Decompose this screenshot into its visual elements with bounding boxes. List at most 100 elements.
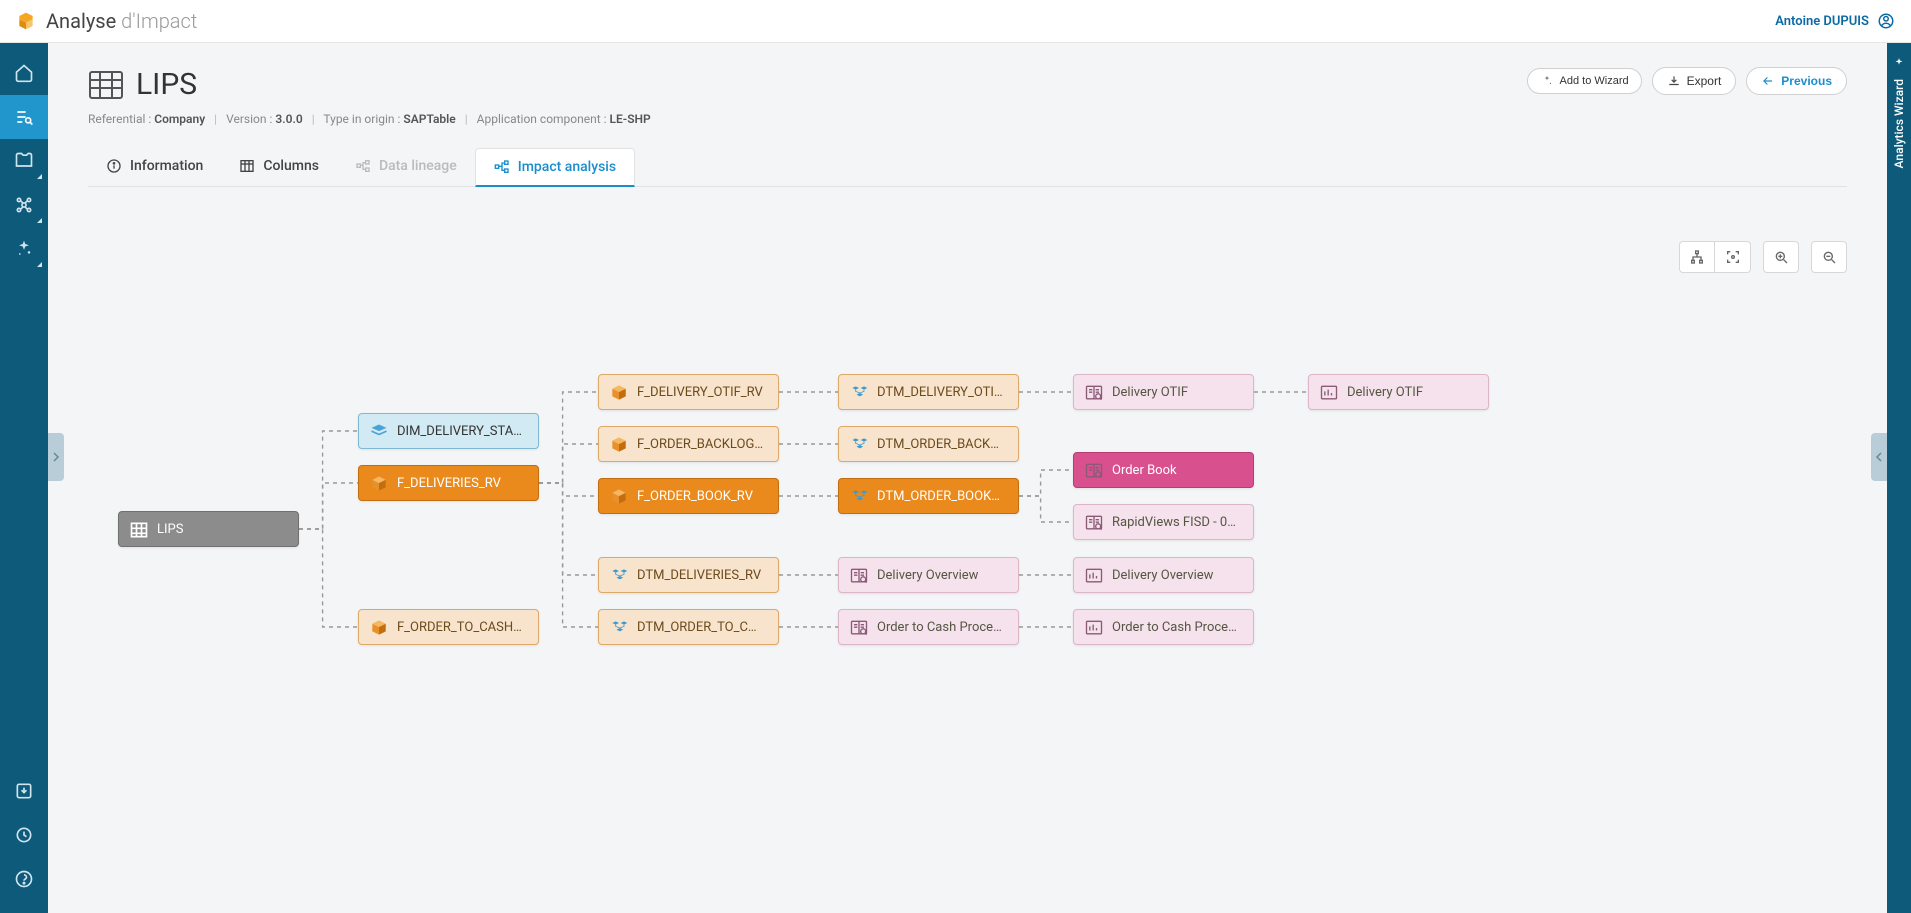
nav-refresh[interactable] [0,813,48,857]
graph-node-ordbook[interactable]: Order Book [1073,452,1254,488]
left-sidebar [0,43,48,913]
button-label: Previous [1781,74,1832,88]
arrow-left-icon [1761,74,1775,88]
page-header: LIPS Add to Wizard Export Previous [88,67,1847,102]
node-label: RapidViews FISD - 0… [1112,515,1236,530]
graph-node-fordbk[interactable]: F_ORDER_BOOK_RV [598,478,779,514]
node-label: Delivery OTIF [1112,385,1188,400]
graph-node-o2cproc2[interactable]: Order to Cash Proce… [1073,609,1254,645]
previous-button[interactable]: Previous [1746,67,1847,95]
nav-graph[interactable] [0,183,48,227]
lineage-icon [355,158,371,174]
nav-import[interactable] [0,769,48,813]
graph-node-delotif2[interactable]: Delivery OTIF [1308,374,1489,410]
node-label: Order to Cash Proce… [877,620,1002,635]
nav-catalog[interactable] [0,139,48,183]
model-icon [849,487,869,505]
graph-node-lips[interactable]: LIPS [118,511,299,547]
node-label: F_DELIVERIES_RV [397,476,501,491]
node-label: Order Book [1112,463,1177,478]
graph-node-fordbl[interactable]: F_ORDER_BACKLOG… [598,426,779,462]
cube-icon [369,618,389,636]
graph-node-fo2c[interactable]: F_ORDER_TO_CASH… [358,609,539,645]
graph-node-fdeliv[interactable]: F_DELIVERIES_RV [358,465,539,501]
download-icon [1667,74,1681,88]
top-header: Analyse d'Impact Antoine DUPUIS [0,0,1911,43]
user-profile-icon[interactable] [1877,12,1895,30]
app-title: Analyse d'Impact [46,9,197,33]
graph-canvas[interactable]: LIPS DIM_DELIVERY_STA… F_DELIVERIES_RV F_OR… [88,231,1847,913]
app-title-sub: d'Impact [116,9,197,33]
meta-component-value: LE-SHP [610,112,651,126]
report-icon [1084,461,1104,479]
sparkle-icon [1540,74,1554,88]
tab-label: Data lineage [379,158,457,174]
table-icon [129,520,149,538]
expand-arrow-icon [37,174,42,179]
info-icon [106,158,122,174]
node-label: F_ORDER_BACKLOG… [637,437,763,452]
dash-icon [1084,618,1104,636]
graph-node-dtmdelotif[interactable]: DTM_DELIVERY_OTI… [838,374,1019,410]
graph-node-dtmordbl[interactable]: DTM_ORDER_BACK… [838,426,1019,462]
cube-icon [609,435,629,453]
model-icon [849,435,869,453]
graph-node-dtmo2c[interactable]: DTM_ORDER_TO_C… [598,609,779,645]
graph-node-rapidv[interactable]: RapidViews FISD - 0… [1073,504,1254,540]
graph-node-fdelotif[interactable]: F_DELIVERY_OTIF_RV [598,374,779,410]
report-icon [849,618,869,636]
cube-icon [369,474,389,492]
graph-node-delov2[interactable]: Delivery Overview [1073,557,1254,593]
node-label: Delivery OTIF [1347,385,1423,400]
graph-node-dimdel[interactable]: DIM_DELIVERY_STA… [358,413,539,449]
wizard-sparkle-icon [1892,57,1906,71]
nav-home[interactable] [0,51,48,95]
nav-help[interactable] [0,857,48,901]
right-expand-handle[interactable] [1871,433,1887,481]
nav-search[interactable] [0,95,48,139]
tab-impact-analysis[interactable]: Impact analysis [475,148,635,187]
graph-node-delov[interactable]: Delivery Overview [838,557,1019,593]
user-name[interactable]: Antoine DUPUIS [1775,14,1869,29]
nav-ai[interactable] [0,227,48,271]
report-icon [849,566,869,584]
cube-icon [609,383,629,401]
node-label: DTM_ORDER_TO_C… [637,620,757,635]
impact-icon [494,159,510,175]
graph-edges [88,231,1588,831]
graph-node-dtmdel[interactable]: DTM_DELIVERIES_RV [598,557,779,593]
tab-information[interactable]: Information [88,148,221,186]
node-label: Delivery Overview [877,568,978,583]
graph-node-o2cproc[interactable]: Order to Cash Proce… [838,609,1019,645]
meta-version-value: 3.0.0 [275,112,302,126]
tab-label: Information [130,158,203,174]
node-label: DTM_DELIVERY_OTI… [877,385,1003,400]
left-expand-handle[interactable] [48,433,64,481]
node-label: DTM_DELIVERIES_RV [637,568,761,583]
meta-type-value: SAPTable [403,112,455,126]
button-label: Add to Wizard [1560,75,1629,87]
main-content: LIPS Add to Wizard Export Previous Refer… [48,43,1887,913]
table-icon [88,70,124,100]
layers-icon [369,422,389,440]
meta-component-label: Application component : [477,112,610,126]
graph-node-delotif1[interactable]: Delivery OTIF [1073,374,1254,410]
cube-icon [609,487,629,505]
model-icon [609,618,629,636]
tab-columns[interactable]: Columns [221,148,337,186]
meta-line: Referential : Company | Version : 3.0.0 … [88,112,1847,126]
meta-version-label: Version : [226,112,275,126]
add-to-wizard-button[interactable]: Add to Wizard [1527,68,1642,94]
export-button[interactable]: Export [1652,67,1737,95]
graph-node-dtmordbk[interactable]: DTM_ORDER_BOOK… [838,478,1019,514]
tab-label: Columns [263,158,319,174]
node-label: F_DELIVERY_OTIF_RV [637,385,763,400]
analytics-wizard-label[interactable]: Analytics Wizard [1892,79,1906,168]
app-title-main: Analyse [46,9,116,33]
model-icon [849,383,869,401]
dash-icon [1319,383,1339,401]
right-sidebar: Analytics Wizard [1887,43,1911,913]
page-title: LIPS [136,67,197,102]
tab-data-lineage: Data lineage [337,148,475,186]
expand-arrow-icon [37,218,42,223]
